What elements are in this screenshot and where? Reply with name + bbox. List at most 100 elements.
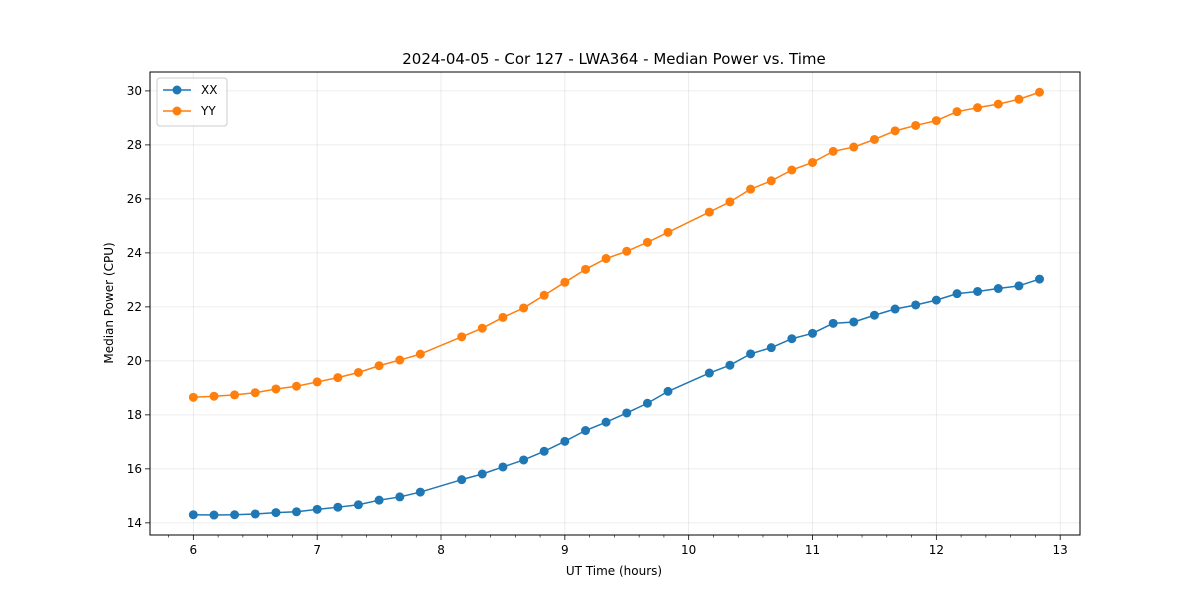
series-xx-point bbox=[869, 310, 879, 320]
series-yy-point bbox=[353, 367, 363, 377]
grid bbox=[150, 72, 1080, 535]
series-yy-point bbox=[230, 390, 240, 400]
series-xx-point bbox=[333, 502, 343, 512]
series-xx-point bbox=[560, 436, 570, 446]
series-yy-point bbox=[642, 237, 652, 247]
series-yy-point bbox=[828, 146, 838, 156]
series-xx-point bbox=[931, 295, 941, 305]
series-yy-point bbox=[911, 120, 921, 130]
plot-frame bbox=[149, 71, 1081, 536]
chart-title: 2024-04-05 - Cor 127 - LWA364 - Median P… bbox=[402, 50, 826, 68]
series-yy-point bbox=[663, 227, 673, 237]
series-xx-point bbox=[808, 328, 818, 338]
series-yy-point bbox=[993, 99, 1003, 109]
series-xx-point bbox=[250, 509, 260, 519]
y-tick-label: 26 bbox=[127, 192, 142, 206]
y-tick-label: 22 bbox=[127, 300, 142, 314]
series-yy-point bbox=[539, 290, 549, 300]
series-yy-point bbox=[704, 207, 714, 217]
series-xx-line bbox=[193, 278, 1040, 516]
x-tick-label: 13 bbox=[1053, 543, 1068, 557]
series-yy-point bbox=[188, 392, 198, 402]
x-tick-label: 6 bbox=[190, 543, 198, 557]
series-xx-point bbox=[725, 360, 735, 370]
y-tick-label: 16 bbox=[127, 462, 142, 476]
series-yy-point bbox=[312, 377, 322, 387]
series-xx-point bbox=[477, 469, 487, 479]
series-xx-point bbox=[209, 510, 219, 520]
series-yy-point bbox=[395, 355, 405, 365]
axis-ticks: 6 7 8 9 10 11 12 13 14 16 18 20 22 24 26 28 30 bbox=[127, 84, 1068, 557]
series-xx-point bbox=[353, 500, 363, 510]
series-yy-point bbox=[271, 384, 281, 394]
series-xx-point bbox=[973, 286, 983, 296]
series-xx-point bbox=[519, 455, 529, 465]
x-tick-label: 12 bbox=[929, 543, 944, 557]
series-xx-point bbox=[230, 510, 240, 520]
x-tick-label: 9 bbox=[561, 543, 569, 557]
x-tick-label: 10 bbox=[681, 543, 696, 557]
series-xx-point bbox=[188, 510, 198, 520]
series-xx-point bbox=[498, 462, 508, 472]
series-xx-point bbox=[663, 386, 673, 396]
legend: XX YY bbox=[156, 77, 228, 127]
y-tick-label: 18 bbox=[127, 408, 142, 422]
series-yy-line bbox=[193, 91, 1040, 399]
plot-series bbox=[188, 87, 1045, 520]
series-xx-point bbox=[952, 289, 962, 299]
series-yy-point bbox=[374, 361, 384, 371]
series-yy-point bbox=[787, 165, 797, 175]
series-xx-point bbox=[539, 446, 549, 456]
series-xx-point bbox=[271, 508, 281, 518]
x-axis-label: UT Time (hours) bbox=[566, 564, 662, 578]
series-xx-point bbox=[312, 504, 322, 514]
series-xx-point bbox=[642, 398, 652, 408]
y-tick-label: 28 bbox=[127, 138, 142, 152]
series-yy-point bbox=[725, 197, 735, 207]
series-xx-point bbox=[374, 495, 384, 505]
x-tick-label: 7 bbox=[313, 543, 321, 557]
series-yy-point bbox=[250, 388, 260, 398]
series-xx bbox=[188, 274, 1045, 520]
series-xx-point bbox=[1014, 281, 1024, 291]
series-yy-point bbox=[622, 246, 632, 256]
x-tick-label: 8 bbox=[437, 543, 445, 557]
series-yy-point bbox=[849, 142, 859, 152]
legend-xx-label: XX bbox=[201, 83, 217, 97]
series-xx-point bbox=[828, 318, 838, 328]
series-xx-point bbox=[704, 368, 714, 378]
series-xx-point bbox=[849, 317, 859, 327]
y-tick-label: 20 bbox=[127, 354, 142, 368]
y-axis-label: Median Power (CPU) bbox=[102, 242, 116, 363]
series-yy-point bbox=[333, 373, 343, 383]
series-xx-point bbox=[395, 492, 405, 502]
series-yy-point bbox=[498, 312, 508, 322]
series-yy-point bbox=[746, 184, 756, 194]
series-yy-point bbox=[931, 116, 941, 126]
series-yy-point bbox=[457, 332, 467, 342]
series-yy-point bbox=[869, 134, 879, 144]
series-yy-point bbox=[477, 323, 487, 333]
series-yy-point bbox=[291, 381, 301, 391]
y-tick-label: 24 bbox=[127, 246, 142, 260]
series-yy-point bbox=[952, 107, 962, 117]
series-xx-point bbox=[766, 343, 776, 353]
y-tick-label: 14 bbox=[127, 516, 142, 530]
series-yy-point bbox=[808, 157, 818, 167]
series-xx-point bbox=[622, 408, 632, 418]
series-yy-point bbox=[209, 391, 219, 401]
series-xx-point bbox=[581, 426, 591, 436]
series-yy-point bbox=[766, 176, 776, 186]
series-xx-point bbox=[911, 300, 921, 310]
x-tick-label: 11 bbox=[805, 543, 820, 557]
series-yy-point bbox=[519, 303, 529, 313]
series-xx-point bbox=[993, 284, 1003, 294]
series-xx-point bbox=[890, 304, 900, 314]
series-xx-point bbox=[415, 487, 425, 497]
series-yy bbox=[188, 87, 1045, 402]
series-xx-point bbox=[746, 349, 756, 359]
series-xx-point bbox=[601, 417, 611, 427]
series-xx-point bbox=[291, 507, 301, 517]
series-xx-point bbox=[457, 475, 467, 485]
